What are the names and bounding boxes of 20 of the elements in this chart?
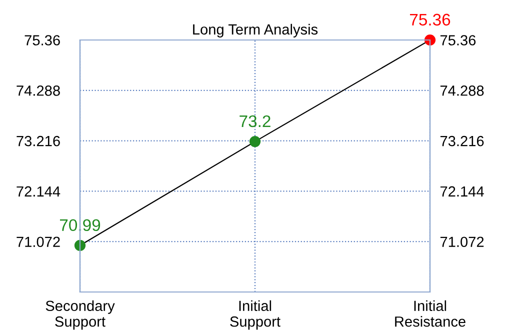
point — [424, 34, 436, 46]
point — [249, 136, 261, 148]
point — [74, 240, 86, 252]
y-tick-label: 71.072 — [16, 236, 60, 248]
x-tick-label: Secondary Support — [46, 300, 115, 330]
x-tick-label: Initial Resistance — [395, 300, 466, 327]
y-tick-label: 72.144 — [16, 186, 60, 196]
y2-tick-label: 73.216 — [440, 136, 484, 146]
data-label: 75.36 — [410, 14, 450, 26]
y2-tick-label: 71.072 — [440, 236, 484, 248]
chart-title: Long Term Analysis — [193, 24, 318, 38]
y-tick-label: 75.36 — [24, 35, 60, 46]
y2-tick-label: 74.288 — [440, 86, 484, 96]
x-tick-label: Initial Support — [230, 300, 280, 330]
data-label: 70.99 — [60, 219, 100, 232]
y-tick-label: 74.288 — [16, 86, 60, 96]
y2-tick-label: 72.144 — [440, 186, 484, 196]
y-tick-label: 73.216 — [16, 136, 60, 146]
y2-tick-label: 75.36 — [440, 35, 476, 46]
data-label: 73.2 — [240, 115, 270, 128]
